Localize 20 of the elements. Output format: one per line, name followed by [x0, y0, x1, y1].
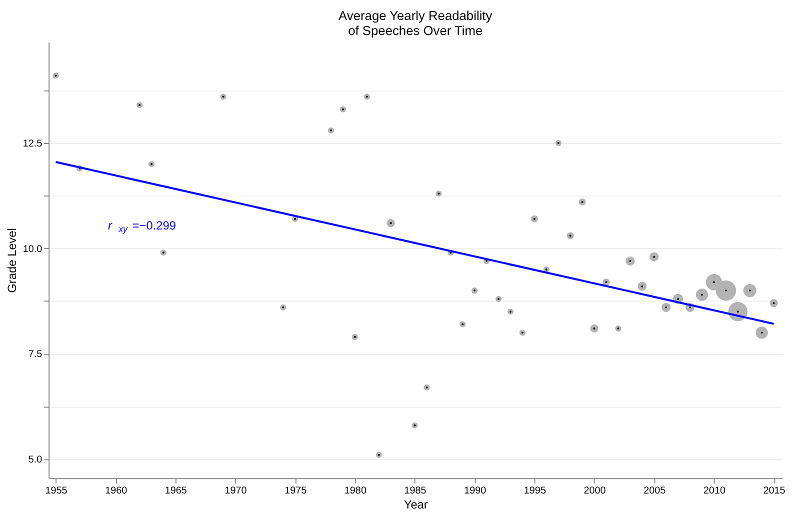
x-tick-label: 2015: [763, 485, 786, 496]
y-tick-label: 10.0: [22, 244, 43, 255]
chart-title: Average Yearly Readability of Speeches Over Time: [338, 8, 493, 38]
x-tick-label: 1965: [164, 485, 188, 496]
x-axis-title: Year: [404, 497, 428, 512]
x-tick-label: 1990: [464, 485, 487, 496]
x-tick-label: 2005: [644, 485, 666, 496]
y-axis-title: Grade Level: [4, 228, 19, 293]
x-tick-label: 1985: [404, 485, 427, 496]
y-tick-label: 7.5: [28, 349, 43, 360]
x-tick-label: 1970: [224, 485, 248, 496]
x-tick-label: 1955: [45, 485, 68, 496]
x-tick-label: 1975: [284, 485, 308, 496]
y-tick-label: 5.0: [28, 454, 43, 466]
x-tick-label: 1995: [524, 485, 546, 496]
x-tick-label: 2000: [584, 485, 606, 496]
y-tick-label: 12.5: [22, 138, 43, 150]
x-tick-label: 1960: [105, 485, 128, 496]
x-tick-label: 1980: [344, 485, 367, 496]
x-tick-label: 2010: [703, 485, 726, 496]
